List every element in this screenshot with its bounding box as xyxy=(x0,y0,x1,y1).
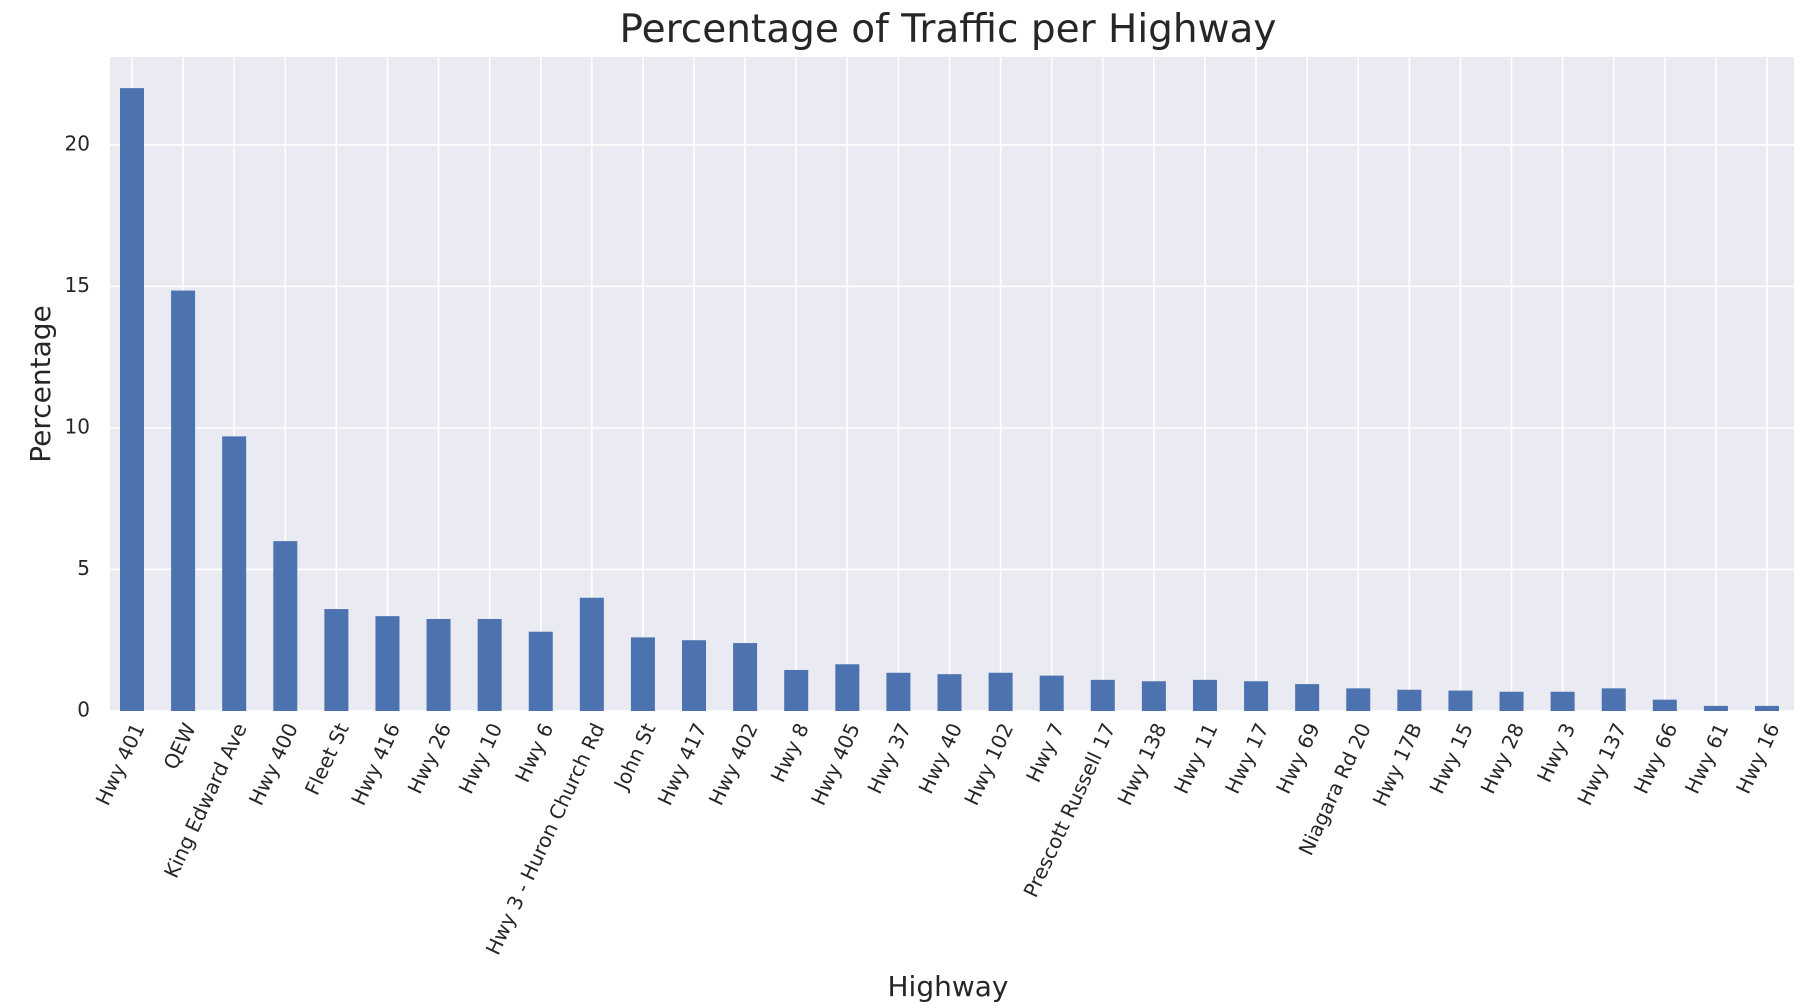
x-tick-label: Hwy 28 xyxy=(1476,719,1529,797)
x-tick-label: Hwy 15 xyxy=(1424,719,1477,797)
x-tick-label: Hwy 138 xyxy=(1113,719,1172,809)
x-tick-label: Hwy 137 xyxy=(1572,719,1631,809)
bar-hwy-6 xyxy=(528,631,553,711)
x-tick-label: Hwy 40 xyxy=(914,719,967,797)
bar-hwy-402 xyxy=(733,643,758,711)
chart-title: Percentage of Traffic per Highway xyxy=(619,7,1276,52)
x-tick-label: Hwy 61 xyxy=(1680,719,1733,797)
bar-fleet-st xyxy=(324,609,349,711)
bar-hwy-102 xyxy=(988,672,1013,711)
x-tick-label: Hwy 7 xyxy=(1021,719,1069,786)
x-tick-label: Hwy 37 xyxy=(862,719,915,797)
bar-hwy-416 xyxy=(375,616,400,711)
bar-hwy-400 xyxy=(273,541,298,711)
x-tick-label: Hwy 69 xyxy=(1271,719,1324,797)
x-tick-label: Hwy 416 xyxy=(346,719,405,809)
bar-prescott-russell-17 xyxy=(1090,679,1115,711)
x-tick-label: John St xyxy=(608,719,660,795)
x-tick-label: Hwy 11 xyxy=(1169,719,1222,797)
bar-niagara-rd-20 xyxy=(1346,688,1371,711)
bars xyxy=(120,88,1779,711)
bar-john-st xyxy=(630,637,655,711)
bar-king-edward-ave xyxy=(222,436,247,711)
bar-hwy-137 xyxy=(1601,688,1626,711)
bar-hwy-16 xyxy=(1755,705,1779,711)
bar-hwy-405 xyxy=(835,664,860,711)
x-tick-label: Hwy 16 xyxy=(1731,719,1784,797)
x-tick-label: Fleet St xyxy=(300,719,354,799)
bar-hwy-3 xyxy=(1550,691,1575,711)
x-axis-label: Highway xyxy=(888,970,1009,1003)
bar-hwy-11 xyxy=(1192,679,1217,711)
x-tick-label: Hwy 10 xyxy=(454,719,507,797)
bar-qew xyxy=(171,290,196,711)
bar-hwy-7 xyxy=(1039,675,1064,711)
x-tick-label: Hwy 401 xyxy=(91,719,150,809)
bar-hwy-28 xyxy=(1499,691,1524,711)
x-tick-label: Hwy 17 xyxy=(1220,719,1273,797)
y-tick-labels: 0 5 10 15 20 xyxy=(65,131,90,721)
bar-hwy-26 xyxy=(426,618,451,711)
x-tick-label: Hwy 102 xyxy=(959,719,1018,809)
y-tick-label: 20 xyxy=(65,131,90,155)
bar-hwy-69 xyxy=(1295,684,1320,711)
x-tick-label: Hwy 66 xyxy=(1629,719,1682,797)
bar-hwy-8 xyxy=(784,669,809,711)
y-tick-label: 0 xyxy=(77,698,90,722)
bar-hwy-61 xyxy=(1703,705,1728,711)
x-tick-label: Hwy 405 xyxy=(806,719,865,809)
bar-hwy-3-huron-church-rd xyxy=(579,597,604,711)
bar-hwy-401 xyxy=(120,88,144,711)
bar-hwy-40 xyxy=(937,674,962,711)
x-tick-label: Hwy 26 xyxy=(403,719,456,797)
bar-hwy-37 xyxy=(886,672,911,711)
plot-background xyxy=(110,57,1794,711)
x-tick-label: Hwy 400 xyxy=(244,719,303,809)
y-tick-label: 5 xyxy=(77,556,90,580)
bar-hwy-417 xyxy=(682,640,707,711)
x-tick-label: Hwy 402 xyxy=(704,719,763,809)
bar-hwy-66 xyxy=(1652,699,1677,711)
x-tick-label: Hwy 6 xyxy=(510,719,558,786)
x-tick-label: Hwy 417 xyxy=(653,719,712,809)
y-tick-label: 15 xyxy=(65,273,90,297)
x-tick-label: Hwy 8 xyxy=(766,719,814,786)
bar-hwy-15 xyxy=(1448,690,1473,711)
y-axis-label: Percentage xyxy=(24,305,57,463)
bar-hwy-17b xyxy=(1397,689,1422,711)
y-tick-label: 10 xyxy=(65,414,90,438)
x-tick-label: Hwy 17B xyxy=(1368,719,1427,810)
bar-hwy-10 xyxy=(477,618,502,711)
bar-hwy-138 xyxy=(1141,681,1166,711)
bar-hwy-17 xyxy=(1244,681,1269,711)
x-tick-label: Hwy 3 xyxy=(1532,719,1580,786)
x-tick-label: QEW xyxy=(159,719,201,773)
